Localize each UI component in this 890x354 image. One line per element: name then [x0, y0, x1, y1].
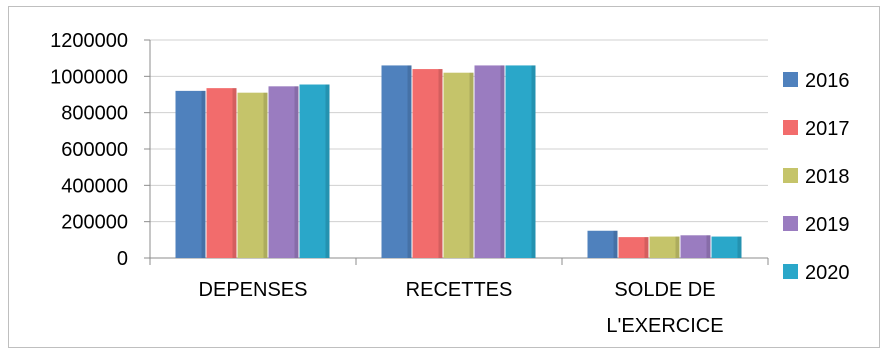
bar-2016-1: [381, 65, 412, 258]
bar-2016-2: [587, 230, 618, 258]
legend-label-2020: 2020: [805, 262, 850, 284]
legend-swatch-2018: [783, 168, 798, 183]
x-category-label: RECETTES: [406, 279, 513, 301]
y-tick-label: 1000000: [50, 66, 128, 88]
legend-label-2018: 2018: [805, 166, 850, 188]
bar-shade: [531, 65, 536, 258]
bar-shade: [438, 69, 443, 258]
x-category-label: SOLDE DE: [614, 279, 715, 301]
bar-shade: [613, 230, 618, 258]
legend-label-2019: 2019: [805, 214, 850, 236]
bar-2018-1: [443, 72, 474, 258]
y-tick-label: 400000: [61, 175, 128, 197]
y-tick-label: 0: [117, 248, 128, 270]
bar-2020-1: [505, 65, 536, 258]
bar-2019-2: [680, 235, 711, 258]
bar-2017-0: [206, 88, 237, 259]
bar-shade: [675, 236, 680, 258]
x-category-label: L'EXERCICE: [606, 315, 723, 337]
legend-swatch-2019: [783, 216, 798, 231]
bar-2019-0: [268, 86, 299, 258]
bar-shade: [469, 72, 474, 258]
bar-shade: [325, 84, 330, 258]
legend-swatch-2020: [783, 264, 798, 279]
bar-2018-0: [237, 92, 268, 258]
bar-shade: [706, 235, 711, 258]
bar-shade: [232, 88, 237, 259]
bars: [175, 65, 742, 259]
bar-2018-2: [649, 236, 680, 258]
bar-shade: [407, 65, 412, 258]
y-axis: 1200000 1000000 800000 600000 400000 200000 0: [50, 30, 151, 270]
y-tick-label: 600000: [61, 139, 128, 161]
y-tick-label: 800000: [61, 103, 128, 125]
bar-2017-1: [412, 69, 443, 258]
legend-label-2017: 2017: [805, 118, 850, 140]
legend-label-2016: 2016: [805, 70, 850, 92]
y-tick-label: 200000: [61, 212, 128, 234]
bar-2016-0: [175, 90, 206, 258]
x-axis: DEPENSES RECETTES SOLDE DE L'EXERCICE: [149, 258, 769, 337]
bar-2017-2: [618, 237, 649, 258]
legend: 2016 2017 2018 2019 2020: [783, 70, 850, 284]
legend-swatch-2017: [783, 120, 798, 135]
bar-2020-2: [711, 236, 742, 258]
x-category-label: DEPENSES: [199, 279, 308, 301]
bar-shade: [737, 236, 742, 258]
bar-shade: [201, 90, 206, 258]
bar-2020-0: [299, 84, 330, 258]
bar-shade: [294, 86, 299, 258]
bar-shade: [500, 65, 505, 258]
legend-swatch-2016: [783, 72, 798, 87]
bar-shade: [263, 92, 268, 258]
bar-2019-1: [474, 65, 505, 258]
y-tick-label: 1200000: [50, 30, 128, 52]
bar-shade: [644, 237, 649, 258]
